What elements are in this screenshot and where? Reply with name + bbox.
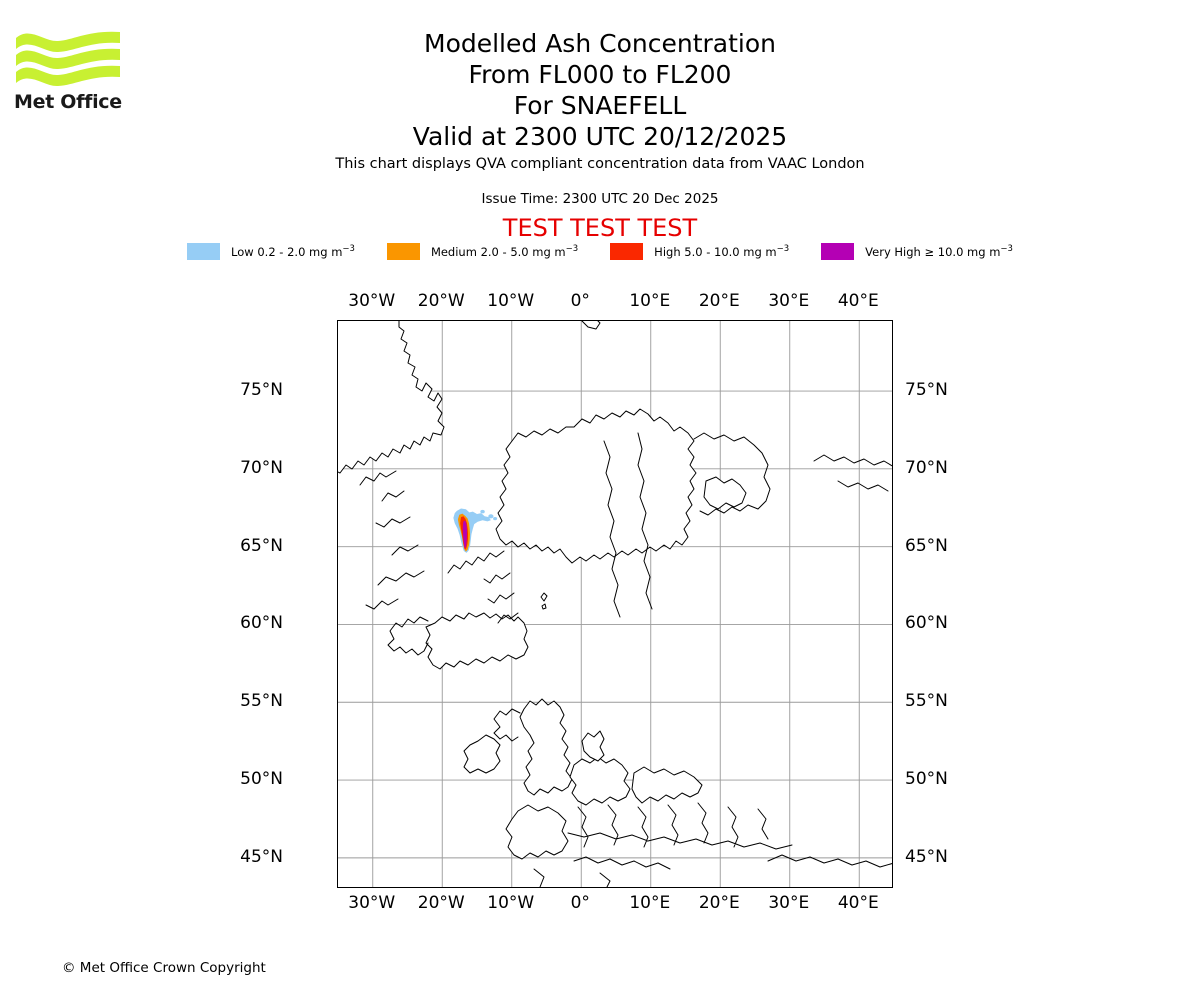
issue-time: Issue Time: 2300 UTC 20 Dec 2025 xyxy=(481,191,719,207)
plume-wisp xyxy=(480,509,485,514)
legend-swatch-very-high xyxy=(821,243,855,260)
axis-tick-lon: 0° xyxy=(570,893,590,913)
title-line-3: For SNAEFELL xyxy=(513,91,687,120)
axis-tick-lon: 20°E xyxy=(698,291,740,311)
axis-tick-lat-left: 65°N xyxy=(240,535,283,556)
chart-note: This chart displays QVA compliant concen… xyxy=(335,156,865,172)
axis-tick-lat-right: 45°N xyxy=(905,846,948,867)
axis-tick-lat-left: 60°N xyxy=(240,613,283,634)
concentration-legend: Low 0.2 - 2.0 mg m−3 Medium 2.0 - 5.0 mg … xyxy=(0,243,1200,260)
map-container xyxy=(337,320,893,888)
ash-plume-overlay xyxy=(453,508,498,553)
axis-tick-lat-left: 50°N xyxy=(240,769,283,790)
plume-wisp xyxy=(488,514,494,519)
coastlines xyxy=(338,321,892,887)
axis-tick-lat-left: 45°N xyxy=(240,846,283,867)
legend-item-low: Low 0.2 - 2.0 mg m−3 xyxy=(187,243,355,260)
legend-label-low: Low 0.2 - 2.0 mg m−3 xyxy=(231,244,355,259)
axis-tick-lon: 20°E xyxy=(698,893,740,913)
map-svg xyxy=(338,321,892,887)
legend-item-high: High 5.0 - 10.0 mg m−3 xyxy=(610,243,789,260)
legend-label-medium: Medium 2.0 - 5.0 mg m−3 xyxy=(430,244,579,259)
axis-tick-lon: 10°E xyxy=(629,291,671,311)
axis-tick-lat-left: 55°N xyxy=(240,691,283,712)
axis-tick-lat-left: 70°N xyxy=(240,457,283,478)
axis-tick-lon: 20°W xyxy=(417,893,465,913)
axis-tick-lon: 30°W xyxy=(348,893,396,913)
axis-tick-lon: 30°E xyxy=(768,893,810,913)
axis-tick-lon: 0° xyxy=(570,291,590,311)
page-title: Modelled Ash Concentration From FL000 to… xyxy=(0,28,1200,152)
legend-swatch-low xyxy=(187,243,221,260)
plume-band-very-high xyxy=(462,520,467,549)
axis-tick-lon: 10°W xyxy=(487,893,535,913)
title-line-2: From FL000 to FL200 xyxy=(468,60,732,89)
axis-tick-lon: 20°W xyxy=(417,291,465,311)
legend-swatch-high xyxy=(610,243,644,260)
axis-tick-lon: 40°E xyxy=(837,291,879,311)
met-office-wave-mark xyxy=(16,31,120,87)
axis-tick-lon: 30°E xyxy=(768,291,810,311)
axis-tick-lat-right: 65°N xyxy=(905,535,948,556)
legend-label-very-high: Very High ≥ 10.0 mg m−3 xyxy=(865,244,1013,259)
test-banner: TEST TEST TEST xyxy=(502,214,698,242)
legend-swatch-medium xyxy=(386,243,420,260)
title-line-4: Valid at 2300 UTC 20/12/2025 xyxy=(412,122,788,151)
met-office-wordmark: Met Office xyxy=(14,91,122,113)
plume-wisp xyxy=(493,517,498,521)
axis-tick-lat-right: 55°N xyxy=(905,691,948,712)
axis-tick-lon: 30°W xyxy=(348,291,396,311)
map-frame xyxy=(337,320,893,888)
axis-tick-lat-right: 60°N xyxy=(905,613,948,634)
met-office-logo: Met Office xyxy=(14,28,124,118)
axis-tick-lat-right: 70°N xyxy=(905,457,948,478)
legend-item-very-high: Very High ≥ 10.0 mg m−3 xyxy=(821,243,1013,260)
axis-tick-lon: 10°E xyxy=(629,893,671,913)
axis-tick-lon: 10°W xyxy=(487,291,535,311)
axis-tick-lon: 40°E xyxy=(837,893,879,913)
copyright-notice: © Met Office Crown Copyright xyxy=(62,960,266,976)
axis-tick-lat-left: 75°N xyxy=(240,380,283,401)
legend-label-high: High 5.0 - 10.0 mg m−3 xyxy=(654,244,790,259)
legend-item-medium: Medium 2.0 - 5.0 mg m−3 xyxy=(386,243,579,260)
axis-tick-lat-right: 50°N xyxy=(905,769,948,790)
axis-tick-lat-right: 75°N xyxy=(905,380,948,401)
title-line-1: Modelled Ash Concentration xyxy=(424,29,776,58)
